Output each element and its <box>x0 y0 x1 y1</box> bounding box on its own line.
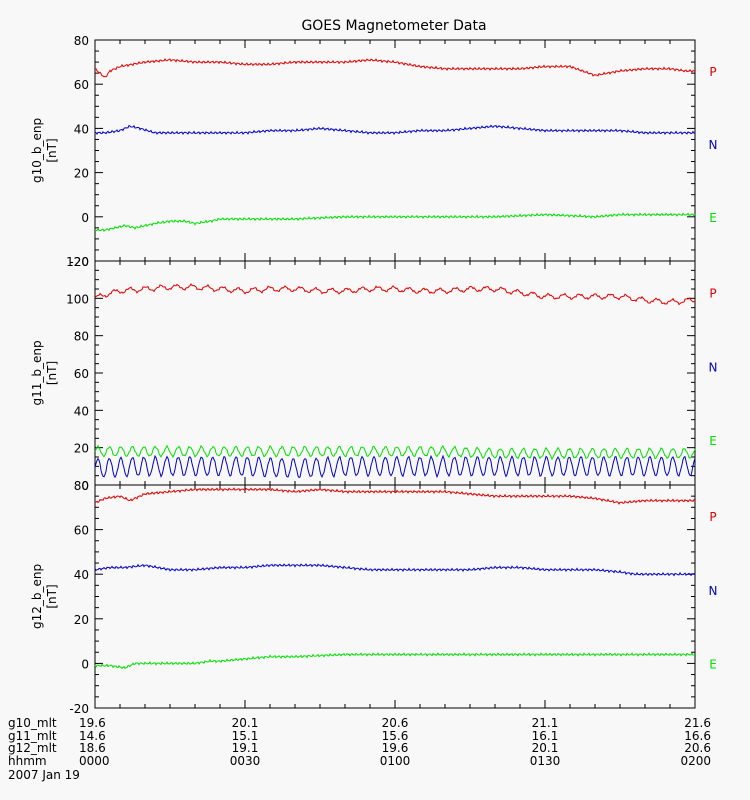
y-tick-label: 80 <box>74 479 89 493</box>
y-tick-label: -20 <box>69 255 89 269</box>
series-line-p <box>94 487 696 505</box>
x-tick-value: 20.1 <box>232 716 259 730</box>
legend-label-p: P <box>709 286 716 300</box>
x-tick-value: 20.1 <box>532 741 559 755</box>
x-row-label: g10_mlt <box>8 716 57 730</box>
legend-label-p: P <box>709 510 716 524</box>
x-tick-value: 19.6 <box>79 716 106 730</box>
panel-2: 0 20 40 60 80 100 120 g11_b_enp [nT] P N E <box>30 255 717 493</box>
panel-frame <box>94 39 696 262</box>
x-tick-value: 21.6 <box>684 716 711 730</box>
x-axis-table: g10_mlt 19.6 20.1 20.6 21.1 21.6 g11_mlt 14.6 15… <box>8 716 711 768</box>
series-line-n <box>94 454 696 479</box>
series-line-p <box>94 58 696 78</box>
y-tick-label: 60 <box>74 78 89 92</box>
y-tick-label: 80 <box>74 34 89 48</box>
panel-3: -20 0 20 40 60 80 g12_b_enp [nT] P N E <box>30 479 717 716</box>
legend-label-e: E <box>709 657 717 671</box>
y-tick-label: 100 <box>66 292 89 306</box>
y-tick-label: 0 <box>81 657 89 671</box>
y-tick-label: -20 <box>69 702 89 716</box>
x-tick-value: 15.6 <box>382 729 409 743</box>
series-line-e <box>94 212 696 233</box>
y-axis-unit: [nT] <box>45 138 59 162</box>
legend-label-n: N <box>709 584 718 598</box>
chart-title: GOES Magnetometer Data <box>301 18 486 34</box>
series-line-e <box>94 652 696 670</box>
y-tick-label: 60 <box>74 367 89 381</box>
x-row-label: g11_mlt <box>8 729 57 743</box>
y-tick-label: 80 <box>74 330 89 344</box>
x-tick-value: 0200 <box>680 754 711 768</box>
y-axis-unit: [nT] <box>45 584 59 608</box>
x-tick-value: 20.6 <box>684 741 711 755</box>
series-line-n <box>94 124 696 136</box>
x-tick-value: 0030 <box>230 754 261 768</box>
x-tick-value: 15.1 <box>232 729 259 743</box>
y-tick-label: 60 <box>74 524 89 538</box>
y-axis-unit: [nT] <box>45 361 59 385</box>
x-tick-value: 21.1 <box>532 716 559 730</box>
x-tick-value: 16.1 <box>532 729 559 743</box>
panel-frame <box>94 260 696 486</box>
x-tick-value: 19.6 <box>382 741 409 755</box>
y-tick-label: 40 <box>74 122 89 136</box>
series-line-n <box>94 563 696 577</box>
x-tick-value: 0100 <box>380 754 411 768</box>
y-tick-label: 40 <box>74 404 89 418</box>
y-axis-label: g10_b_enp <box>30 118 44 183</box>
series-line-p <box>94 283 696 306</box>
y-tick-label: 0 <box>81 479 89 493</box>
panel-frame <box>94 484 696 709</box>
x-row-label: hhmm <box>8 754 47 768</box>
x-tick-value: 16.6 <box>684 729 711 743</box>
y-tick-label: 0 <box>81 211 89 225</box>
y-axis-label: g12_b_enp <box>30 564 44 629</box>
y-tick-label: 20 <box>74 613 89 627</box>
y-tick-label: 20 <box>74 167 89 181</box>
y-tick-label: 120 <box>66 255 89 269</box>
x-tick-value: 0130 <box>530 754 561 768</box>
panel-1: -20 0 20 40 60 80 g10_b_enp [nT] P N E <box>30 34 717 269</box>
legend-label-n: N <box>709 360 718 374</box>
x-tick-value: 20.6 <box>382 716 409 730</box>
x-tick-value: 0000 <box>79 754 110 768</box>
legend-label-n: N <box>709 138 718 152</box>
x-tick-value: 18.6 <box>79 741 106 755</box>
legend-label-p: P <box>709 65 716 79</box>
observation-date: 2007 Jan 19 <box>8 768 80 782</box>
legend-label-e: E <box>709 434 717 448</box>
legend-label-e: E <box>709 211 717 225</box>
x-row-label: g12_mlt <box>8 741 57 755</box>
y-tick-label: 20 <box>74 442 89 456</box>
x-tick-value: 19.1 <box>232 741 259 755</box>
y-axis-label: g11_b_enp <box>30 340 44 405</box>
series-line-e <box>94 444 696 461</box>
x-tick-value: 14.6 <box>79 729 106 743</box>
y-tick-label: 40 <box>74 568 89 582</box>
